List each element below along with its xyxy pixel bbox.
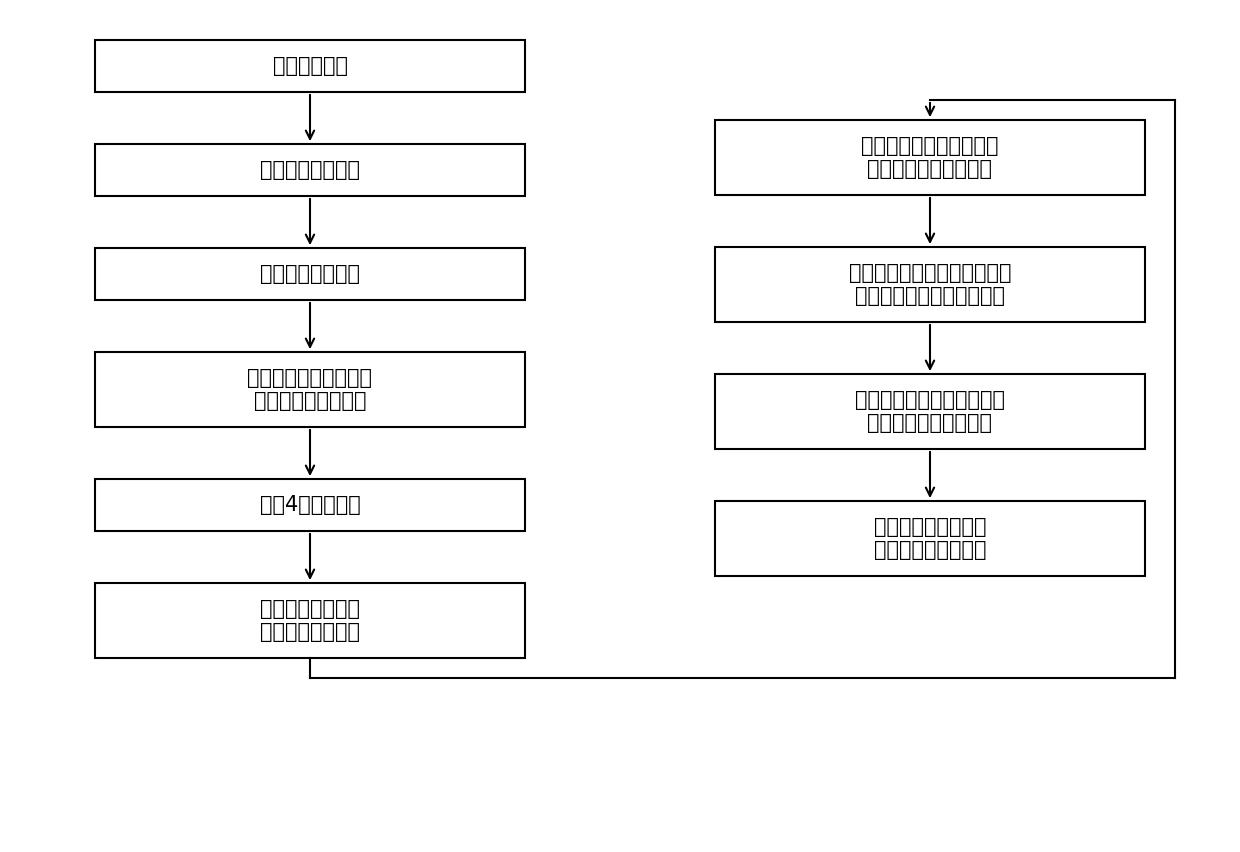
FancyBboxPatch shape (715, 501, 1145, 576)
Text: 建立参数估计模型: 建立参数估计模型 (260, 160, 360, 180)
FancyBboxPatch shape (95, 583, 525, 658)
Text: 计算阵列输出矩阵: 计算阵列输出矩阵 (260, 264, 360, 284)
Text: 利用信源的非圆特性，
构造扩展的输出矩阵: 利用信源的非圆特性， 构造扩展的输出矩阵 (248, 368, 372, 412)
FancyBboxPatch shape (95, 248, 525, 300)
FancyBboxPatch shape (95, 479, 525, 531)
Text: 对特征值进行配对，
计算方位角和俯仰角: 对特征值进行配对， 计算方位角和俯仰角 (874, 517, 986, 560)
FancyBboxPatch shape (95, 144, 525, 196)
Text: 利用扩展后的广义导向矢量阵
的选择不变性，计算等价阵: 利用扩展后的广义导向矢量阵 的选择不变性，计算等价阵 (848, 263, 1012, 306)
FancyBboxPatch shape (715, 120, 1145, 195)
FancyBboxPatch shape (715, 247, 1145, 322)
FancyBboxPatch shape (95, 352, 525, 427)
FancyBboxPatch shape (715, 374, 1145, 449)
Text: 设置天线阵列: 设置天线阵列 (273, 56, 347, 76)
Text: 设置4个选择矩阵: 设置4个选择矩阵 (259, 495, 361, 515)
Text: 对等价阵进行特征值分解，
得到特征值和特征矢量: 对等价阵进行特征值分解， 得到特征值和特征矢量 (856, 390, 1004, 433)
Text: 对协方差矩阵进行特征值
分解，得到信号子空间: 对协方差矩阵进行特征值 分解，得到信号子空间 (862, 136, 998, 179)
FancyBboxPatch shape (95, 40, 525, 92)
Text: 计算扩展阵列输出
矩阵的协方差矩阵: 计算扩展阵列输出 矩阵的协方差矩阵 (260, 599, 360, 642)
